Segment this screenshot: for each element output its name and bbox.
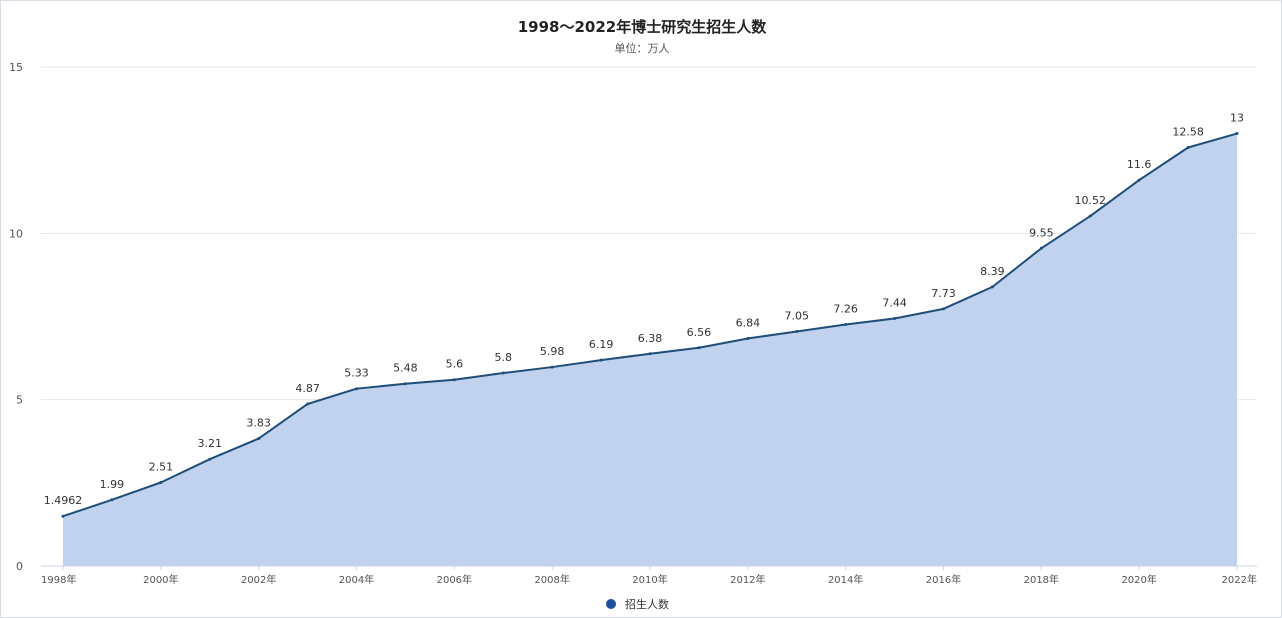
- data-label: 2.51: [149, 461, 174, 474]
- data-label: 12.58: [1172, 126, 1204, 139]
- legend-marker: [606, 599, 616, 609]
- data-point[interactable]: [355, 387, 358, 391]
- data-label: 5.98: [540, 345, 565, 358]
- data-point[interactable]: [306, 402, 310, 406]
- data-label: 6.19: [589, 338, 614, 351]
- x-tick-label: 2016年: [926, 573, 961, 586]
- series-area: [61, 132, 1239, 567]
- data-point[interactable]: [893, 316, 897, 320]
- data-label: 7.73: [931, 287, 956, 300]
- x-tick-label: 2020年: [1121, 573, 1156, 586]
- data-label: 5.6: [446, 358, 464, 371]
- data-label: 7.44: [882, 296, 907, 309]
- data-label: 7.05: [785, 309, 810, 322]
- data-label: 8.39: [980, 265, 1005, 278]
- data-label: 5.33: [344, 367, 369, 380]
- data-point[interactable]: [942, 307, 945, 311]
- data-labels: 1.4962 1.99 2.51 3.21 3.83 4.87 5.33 5.48 5.6 5.8…: [44, 112, 1244, 508]
- y-tick-label: 0: [16, 560, 23, 573]
- data-label: 13: [1230, 112, 1244, 125]
- y-tick-label: 15: [9, 61, 23, 74]
- data-label: 1.99: [100, 478, 125, 491]
- data-point[interactable]: [110, 498, 114, 502]
- x-tick-label: 2004年: [339, 573, 374, 586]
- data-point[interactable]: [795, 329, 799, 333]
- data-label: 6.84: [736, 316, 761, 329]
- data-label: 11.6: [1127, 158, 1152, 171]
- data-point[interactable]: [1186, 146, 1190, 150]
- x-tick-label: 2012年: [730, 573, 765, 586]
- data-point[interactable]: [1039, 246, 1043, 250]
- x-axis-ticks: 1998年 2000年 2002年 2004年 2006年 2008年 2010年 2012年…: [41, 566, 1257, 586]
- x-tick-label: 2008年: [534, 573, 569, 586]
- x-tick-label: 2006年: [437, 573, 472, 586]
- data-point[interactable]: [599, 358, 603, 362]
- x-tick-label: 2000年: [143, 573, 178, 586]
- data-label: 5.48: [393, 362, 418, 375]
- x-tick-label: 2002年: [241, 573, 276, 586]
- data-point[interactable]: [452, 378, 456, 382]
- x-tick-label: 2022年: [1222, 573, 1257, 586]
- data-point[interactable]: [257, 437, 261, 441]
- data-point[interactable]: [697, 346, 701, 350]
- data-label: 6.56: [687, 326, 712, 339]
- y-tick-label: 10: [9, 227, 23, 240]
- data-point[interactable]: [403, 382, 407, 386]
- data-point[interactable]: [844, 322, 848, 326]
- data-point[interactable]: [159, 481, 163, 485]
- x-tick-label: 1998年: [41, 573, 76, 586]
- y-axis-ticks: 0 5 10 15: [9, 61, 23, 573]
- data-label: 9.55: [1029, 226, 1054, 239]
- data-point[interactable]: [208, 457, 212, 461]
- data-point[interactable]: [1235, 132, 1239, 136]
- data-label: 10.52: [1075, 194, 1107, 207]
- data-point[interactable]: [501, 371, 505, 375]
- data-label: 1.4962: [44, 494, 83, 507]
- x-tick-label: 2010年: [632, 573, 667, 586]
- x-tick-label: 2018年: [1024, 573, 1059, 586]
- data-point[interactable]: [550, 365, 554, 369]
- data-label: 5.8: [495, 351, 513, 364]
- x-tick-label: 2014年: [828, 573, 863, 586]
- data-point[interactable]: [1137, 178, 1141, 182]
- y-tick-label: 5: [16, 394, 23, 407]
- chart-subtitle: 单位：万人: [615, 41, 670, 55]
- legend[interactable]: 招生人数: [606, 597, 669, 611]
- data-label: 3.21: [198, 437, 223, 450]
- legend-label: 招生人数: [625, 597, 669, 611]
- data-point[interactable]: [61, 514, 65, 518]
- data-point[interactable]: [990, 285, 994, 289]
- data-label: 3.83: [246, 417, 271, 430]
- data-label: 4.87: [295, 382, 320, 395]
- area-fill: [63, 133, 1237, 567]
- data-point[interactable]: [648, 352, 652, 356]
- data-label: 6.38: [638, 332, 663, 345]
- data-point[interactable]: [1088, 214, 1092, 218]
- chart-title: 1998～2022年博士研究生招生人数: [518, 18, 767, 36]
- data-point[interactable]: [746, 336, 750, 340]
- data-label: 7.26: [833, 302, 858, 315]
